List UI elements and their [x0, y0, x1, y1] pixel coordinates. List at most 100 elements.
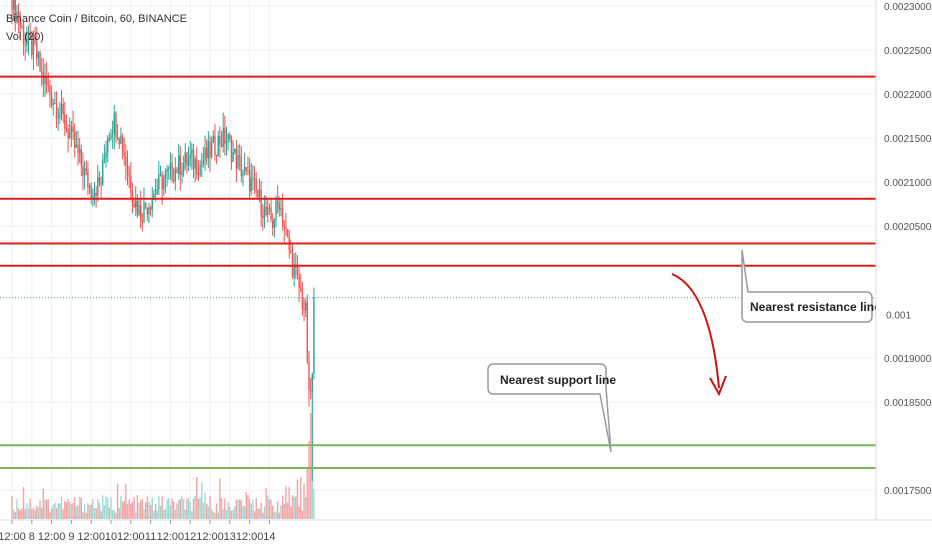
candle-body — [191, 149, 193, 155]
volume-bar — [219, 478, 221, 519]
candle-body — [52, 103, 54, 106]
candle-body — [258, 189, 261, 197]
volume-bar — [163, 510, 165, 519]
volume-bar — [100, 511, 102, 519]
volume-bar — [27, 508, 30, 519]
candle-body — [219, 135, 221, 145]
candle-body — [214, 135, 216, 156]
price-tick-label: 0.0022500 — [884, 46, 932, 57]
volume-bar — [250, 503, 252, 519]
time-tick-label: 13 — [224, 531, 236, 543]
candle-body — [257, 190, 259, 197]
volume-bar — [42, 488, 45, 519]
volume-bar — [196, 477, 198, 519]
candle-body — [181, 171, 183, 175]
volume-bar — [90, 504, 92, 519]
volume-bar — [21, 508, 23, 519]
price-tick-label: 0.0022000 — [884, 90, 932, 101]
candle-body — [55, 102, 58, 119]
volume-bar — [270, 499, 272, 519]
volume-bar — [184, 509, 186, 519]
candle-body — [247, 169, 249, 171]
candle-body — [108, 138, 111, 140]
time-axis: 12:00 8 12:00 9 12:00 10 12:00 11 12:00 12 12:00 13… — [0, 520, 276, 543]
volume-bar — [133, 497, 135, 519]
volume-bar — [24, 509, 26, 519]
candle-body — [250, 178, 252, 192]
volume-bar — [131, 501, 134, 519]
volume-bar — [207, 506, 210, 519]
symbol-title: Binance Coin / Bitcoin, 60, BINANCE — [6, 13, 187, 25]
volume-bar — [69, 501, 71, 519]
volume-bar — [202, 502, 205, 519]
candle-body — [270, 207, 272, 220]
volume-bar — [239, 499, 241, 519]
candle-body — [194, 158, 196, 169]
candle-body — [301, 290, 304, 309]
candle-body — [72, 126, 74, 133]
volume-bar — [62, 509, 64, 519]
candle-body — [103, 158, 106, 161]
volume-bar — [77, 505, 79, 519]
volume-bar — [303, 483, 305, 519]
candle-body — [186, 152, 188, 166]
candle-body — [39, 52, 41, 72]
support-callout-text: Nearest support line — [500, 373, 616, 387]
volume-bar — [39, 500, 41, 519]
time-axis-panel[interactable] — [0, 520, 932, 550]
time-tick-label: 10 — [105, 531, 117, 543]
volume-bar — [78, 496, 81, 519]
candle-body — [260, 189, 262, 216]
forecast-arrow-curve — [671, 273, 720, 389]
candle-body — [222, 128, 224, 147]
candle-body — [34, 36, 36, 43]
volume-bar — [45, 499, 48, 519]
volume-bar — [232, 509, 234, 519]
candle-body — [156, 189, 158, 195]
candle-body — [136, 200, 139, 215]
candle-body — [85, 168, 87, 171]
candle-body — [169, 162, 172, 169]
candle-body — [199, 164, 201, 176]
candle-body — [140, 204, 142, 221]
volume-bar — [275, 511, 277, 519]
volume-bar — [85, 512, 87, 519]
candle-body — [22, 27, 25, 44]
volume-bar — [26, 503, 28, 519]
candle-body — [126, 165, 129, 173]
candle-body — [215, 155, 218, 157]
volume-bar — [309, 413, 312, 519]
candle-body — [283, 225, 285, 228]
candle-body — [273, 220, 276, 228]
candle-body — [239, 155, 241, 158]
candle-body — [151, 199, 153, 210]
candle-body — [17, 12, 20, 23]
volume-bar — [227, 501, 229, 519]
volume-bar — [212, 511, 214, 519]
volume-bar — [258, 508, 261, 519]
volume-bar — [120, 496, 122, 519]
candle-body — [74, 132, 76, 148]
volume-bar — [47, 499, 49, 519]
candle-body — [138, 204, 140, 215]
candle-body — [90, 186, 92, 200]
candle-body — [196, 158, 198, 175]
candle-body — [232, 152, 234, 162]
candle-body — [187, 158, 190, 166]
volume-bar — [272, 505, 274, 519]
candle-body — [118, 139, 120, 145]
candle-body — [303, 308, 305, 311]
candle-body — [110, 135, 112, 139]
volume-bar — [74, 497, 76, 519]
candle-body — [158, 174, 160, 190]
candle-body — [60, 104, 63, 115]
candle-body — [309, 390, 312, 392]
candle-body — [133, 203, 135, 208]
volume-bar — [108, 507, 111, 519]
volume-bar — [49, 512, 51, 519]
price-axis-panel[interactable] — [876, 0, 932, 520]
volume-bar — [285, 485, 287, 519]
volume-bar — [276, 501, 279, 519]
volume-bar — [290, 506, 292, 519]
